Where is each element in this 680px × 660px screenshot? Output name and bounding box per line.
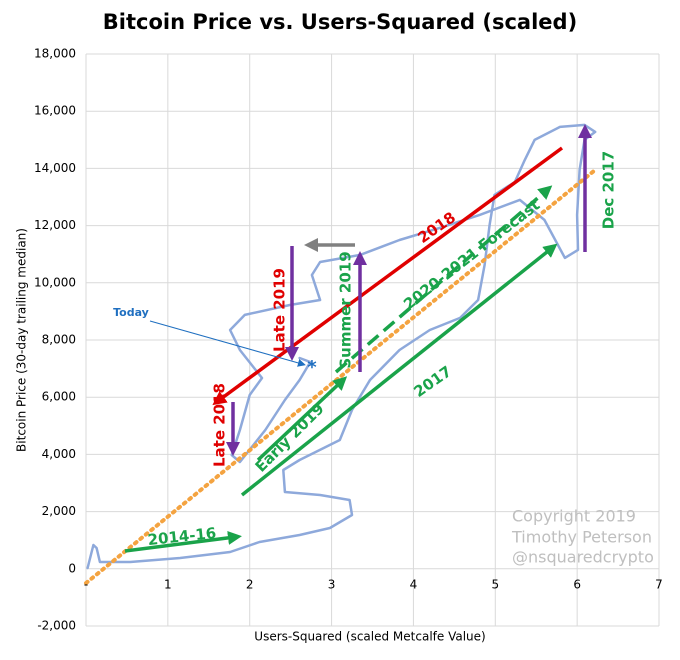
price-line — [86, 123, 597, 570]
x-tick-label: 6 — [573, 577, 581, 591]
y-tick-label: 16,000 — [34, 104, 76, 118]
y-tick-label: 10,000 — [34, 275, 76, 289]
annotation: Late 2019 — [271, 268, 289, 352]
x-tick-label: 2 — [246, 577, 254, 591]
arrow — [240, 243, 558, 497]
x-tick-label: 1 — [164, 577, 172, 591]
annotation: Dec 2017 — [600, 151, 618, 230]
arrow — [334, 185, 553, 374]
y-tick-label: 0 — [68, 561, 76, 575]
y-tick-label: 2,000 — [42, 504, 76, 518]
annotation: Summer 2019 — [337, 251, 355, 368]
x-tick-label: 3 — [328, 577, 336, 591]
x-axis-label: Users-Squared (scaled Metcalfe Value) — [254, 630, 485, 644]
annotation: Today — [113, 306, 149, 319]
arrow — [212, 146, 564, 406]
x-tick-label: - — [84, 577, 88, 591]
annotation: Timothy Peterson — [511, 528, 652, 547]
x-tick-label: 5 — [491, 577, 499, 591]
arrows — [124, 124, 592, 553]
annotation: Copyright 2019 — [512, 507, 636, 526]
annotation: @nsquaredcrypto — [512, 548, 654, 567]
x-tick-label: 4 — [410, 577, 418, 591]
annotation: 2017 — [410, 362, 455, 401]
grid — [85, 53, 660, 627]
annotation: * — [307, 357, 317, 378]
trend-line — [84, 169, 596, 586]
x-tick-label: 7 — [655, 577, 663, 591]
y-tick-label: 4,000 — [42, 447, 76, 461]
arrow — [124, 530, 242, 553]
y-tick-label: 18,000 — [34, 47, 76, 61]
y-tick-label: 8,000 — [42, 333, 76, 347]
y-tick-label: -2,000 — [37, 619, 76, 633]
annotation: Late 2018 — [211, 383, 229, 467]
y-tick-label: 14,000 — [34, 161, 76, 175]
annotation: 2014-16 — [147, 524, 217, 549]
y-axis-label: Bitcoin Price (30-day trailing median) — [15, 228, 29, 452]
plot — [84, 123, 597, 586]
y-tick-label: 12,000 — [34, 218, 76, 232]
y-tick-label: 6,000 — [42, 390, 76, 404]
arrow — [149, 320, 306, 367]
arrow — [256, 376, 348, 462]
chart-title: Bitcoin Price vs. Users-Squared (scaled) — [103, 10, 577, 34]
